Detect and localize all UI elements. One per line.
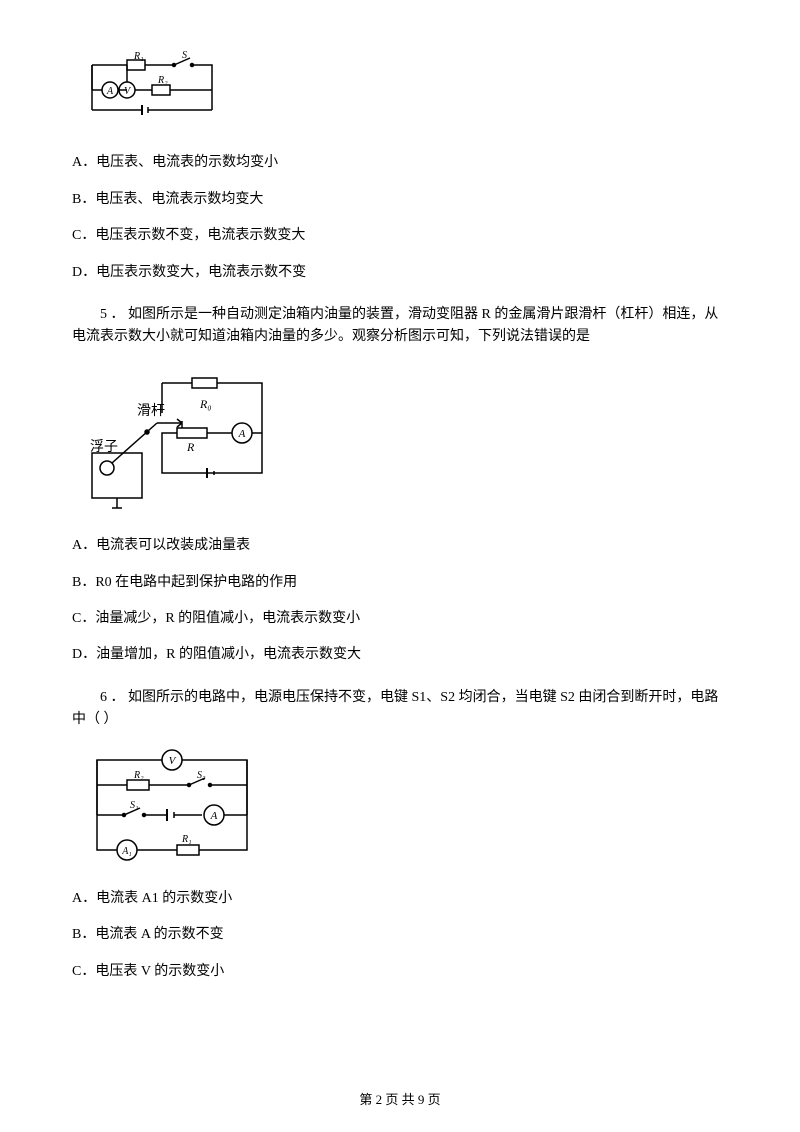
q6-option-a: A．电流表 A1 的示数变小 [72, 888, 728, 910]
page-content: V A R₁ S R₂ A．电压表、电流表的示数均变小 B．电压表、电流表示数均… [0, 0, 800, 1057]
diagram-q6-circuit: V A [82, 745, 728, 873]
svg-text:S₂: S₂ [197, 770, 206, 781]
svg-text:R₂: R₂ [157, 75, 168, 86]
q6-option-c: C．电压表 V 的示数变小 [72, 961, 728, 983]
diagram-q5-oil-gauge: A 滑杆 R₀ R 浮子 [82, 363, 728, 521]
svg-text:R₁: R₁ [181, 834, 192, 845]
svg-text:R₁: R₁ [133, 51, 144, 62]
page-footer: 第 2 页 共 9 页 [0, 1089, 800, 1108]
svg-text:A₁: A₁ [121, 846, 132, 857]
svg-text:A: A [106, 86, 114, 97]
q4-option-a: A．电压表、电流表的示数均变小 [72, 152, 728, 174]
q5-option-a: A．电流表可以改装成油量表 [72, 535, 728, 557]
q4-option-d: D．电压表示数变大，电流表示数不变 [72, 262, 728, 284]
q6-option-b: B．电流表 A 的示数不变 [72, 924, 728, 946]
svg-text:R₀: R₀ [199, 397, 212, 411]
svg-text:A: A [238, 428, 246, 440]
q4-option-b: B．电压表、电流表示数均变大 [72, 189, 728, 211]
q5-option-d: D．油量增加，R 的阻值减小，电流表示数变大 [72, 644, 728, 666]
q6-stem: 6 ． 如图所示的电路中，电源电压保持不变，电键 S1、S2 均闭合，当电键 S… [72, 687, 728, 732]
svg-text:R: R [186, 440, 195, 454]
svg-text:S₁: S₁ [130, 800, 138, 811]
svg-text:滑杆: 滑杆 [137, 402, 165, 419]
diagram-q4-circuit: V A R₁ S R₂ [82, 50, 728, 138]
q5-option-b: B．R0 在电路中起到保护电路的作用 [72, 572, 728, 594]
svg-text:R₂: R₂ [133, 770, 144, 781]
svg-text:A: A [210, 810, 218, 822]
q4-option-c: C．电压表示数不变，电流表示数变大 [72, 225, 728, 247]
q5-option-c: C．油量减少，R 的阻值减小，电流表示数变小 [72, 608, 728, 630]
svg-text:S: S [182, 50, 187, 61]
svg-text:浮子: 浮子 [90, 439, 118, 455]
q5-stem: 5 ． 如图所示是一种自动测定油箱内油量的装置，滑动变阻器 R 的金属滑片跟滑杆… [72, 304, 728, 349]
